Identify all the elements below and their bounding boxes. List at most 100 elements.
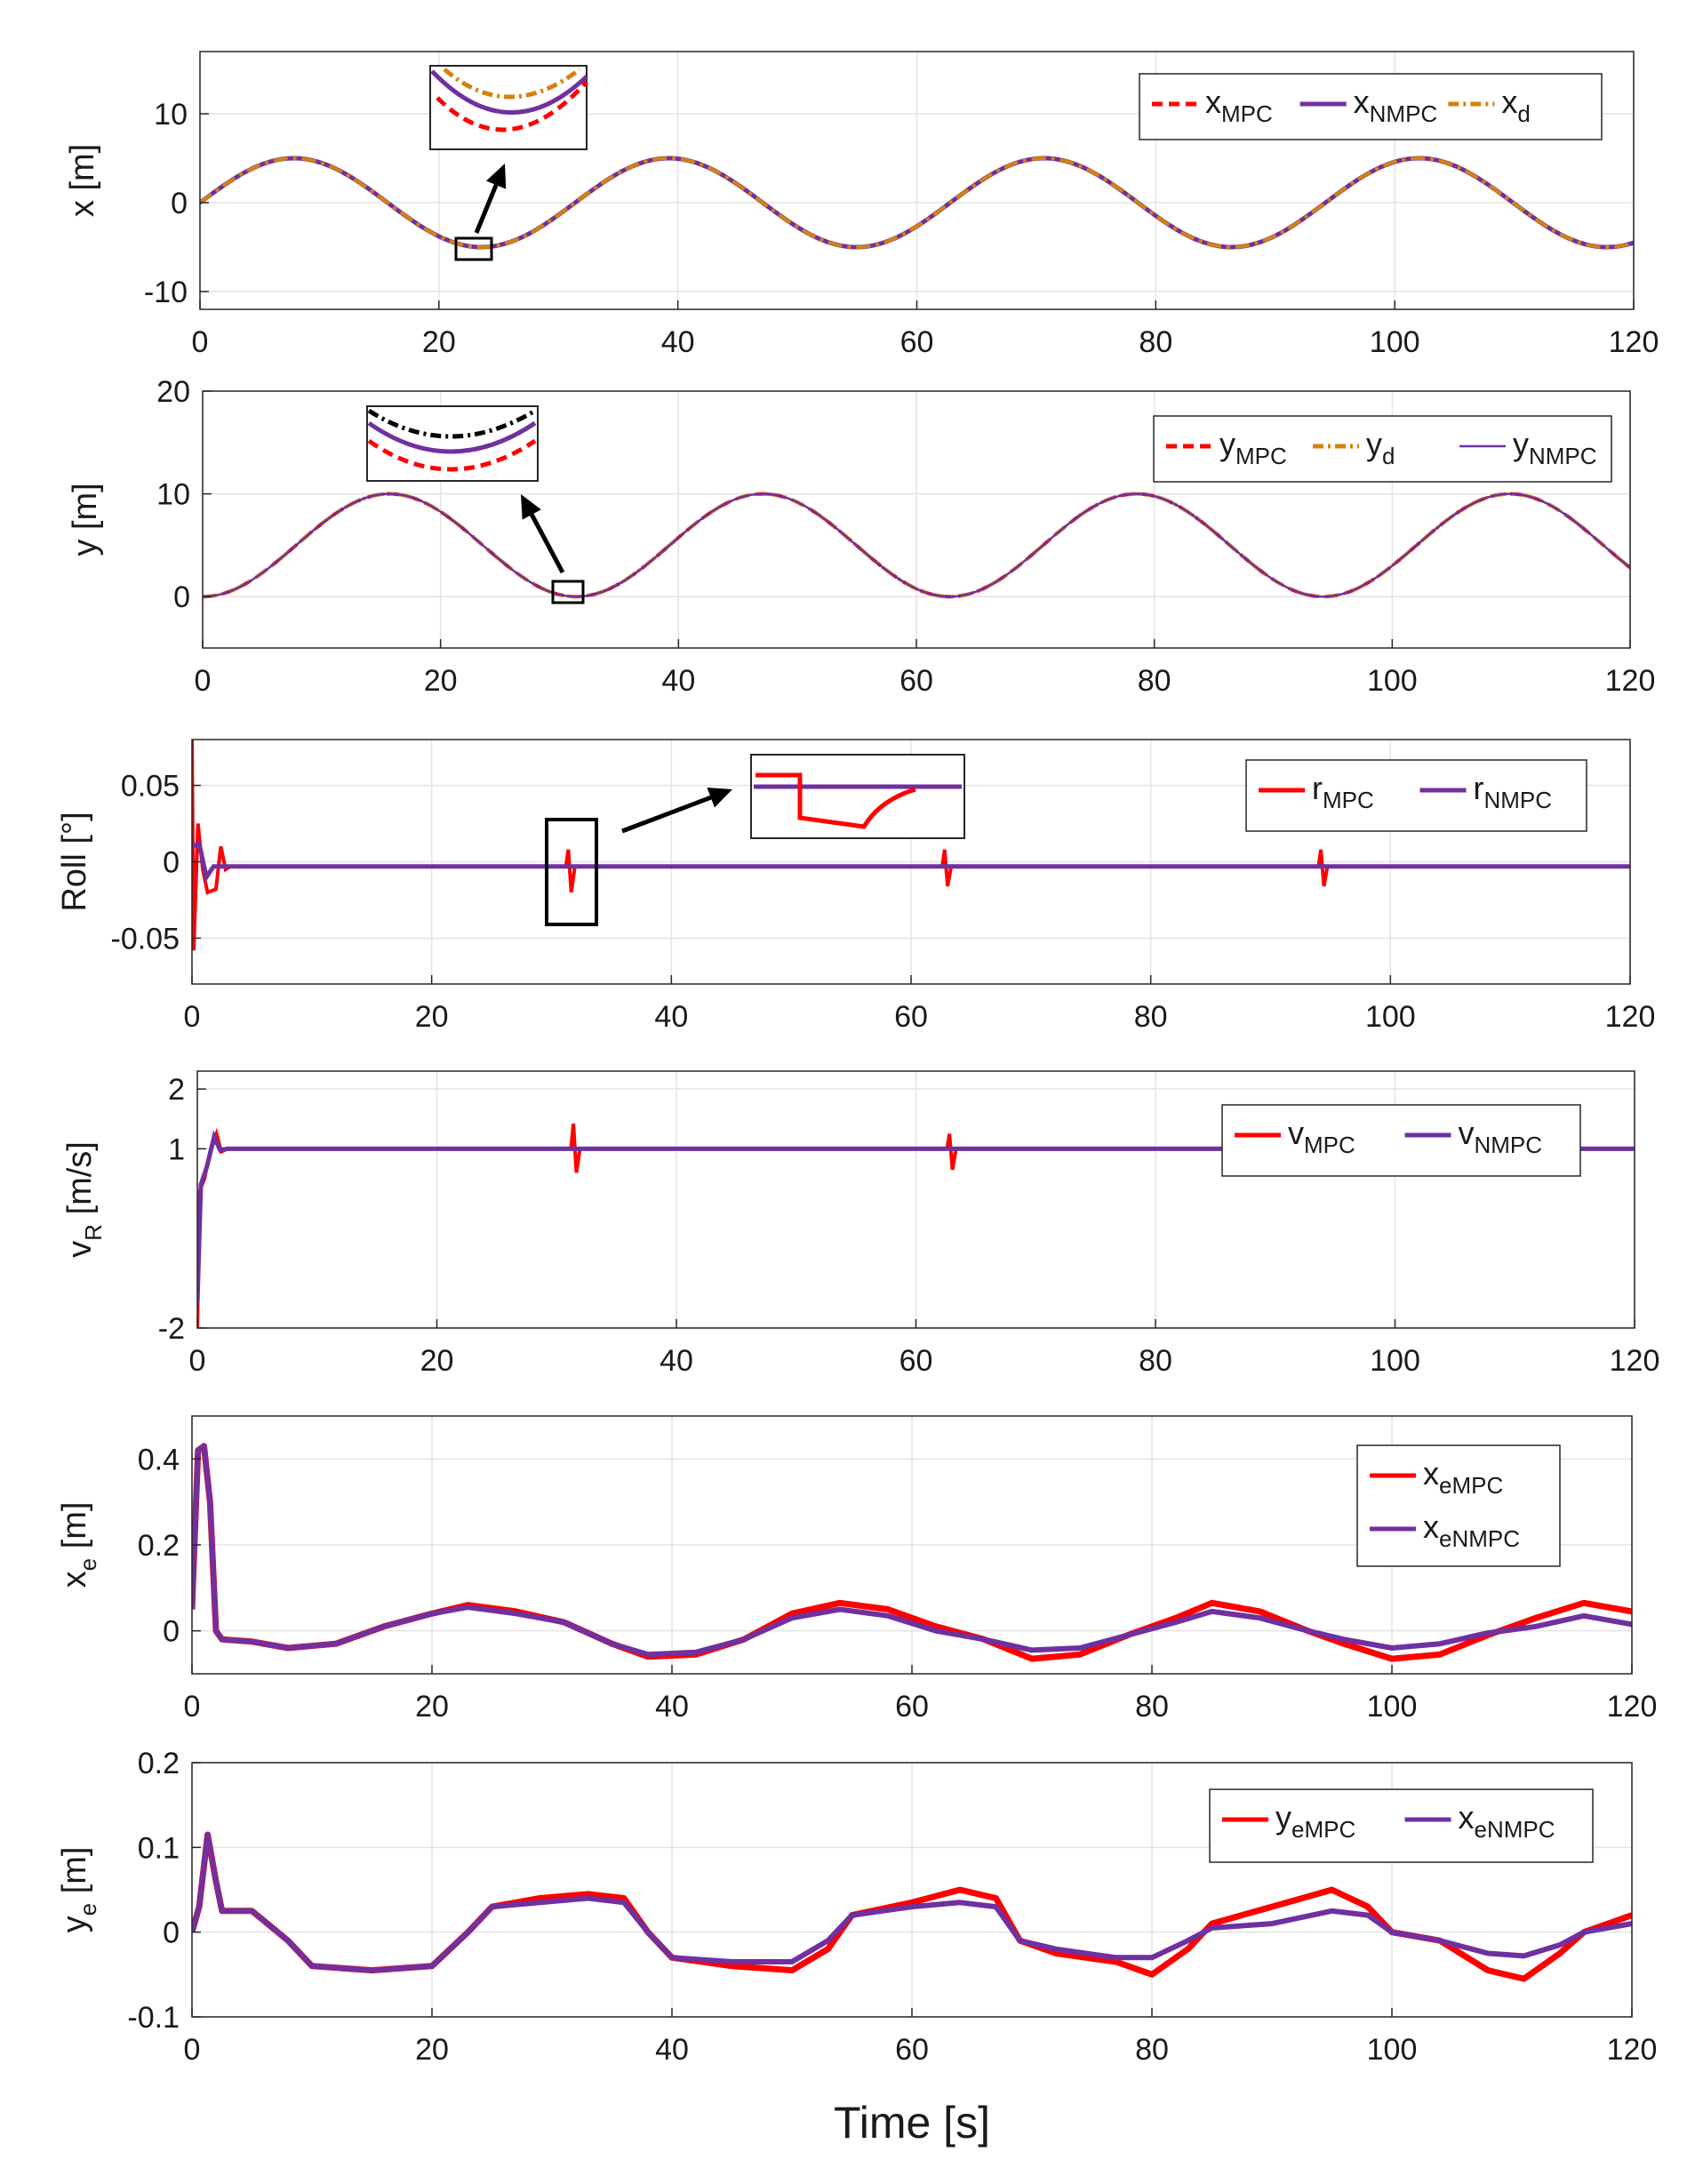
legend-box [1153, 415, 1612, 483]
x-tick-label: 20 [424, 664, 458, 698]
x-tick-label: 120 [1609, 325, 1659, 359]
y-tick-label: 0.2 [138, 1529, 180, 1563]
legend-box [1356, 1444, 1561, 1567]
legend-box [1221, 1104, 1581, 1177]
y-tick-label: 0 [163, 1916, 180, 1950]
y-tick-label: 0.05 [121, 770, 180, 804]
y-tick-label: 10 [156, 478, 190, 512]
x-tick-label: 120 [1605, 664, 1656, 698]
zoom-rect-y [551, 580, 585, 604]
inset-box [429, 65, 588, 150]
inset-box [366, 405, 539, 482]
x-tick-label: 40 [655, 1690, 689, 1724]
y-tick-label: 2 [168, 1073, 185, 1107]
legend-label: rNMPC [1474, 770, 1553, 813]
y-tick-label: 0 [173, 580, 190, 614]
y-tick-label: -2 [158, 1312, 185, 1346]
y-axis-label: xe [m] [56, 1502, 101, 1588]
x-tick-label: 80 [1135, 2033, 1169, 2067]
y-tick-label: -0.05 [111, 922, 180, 956]
series-nmpc [197, 1130, 1635, 1305]
legend-label: xd [1501, 84, 1530, 127]
x-tick-label: 100 [1367, 1690, 1418, 1724]
plot-area-x [200, 156, 1634, 250]
y-axis-label: ye [m] [56, 1847, 101, 1933]
inset-curve [756, 772, 916, 829]
arrow-x-head [486, 164, 507, 189]
x-tick-label: 80 [1139, 1344, 1172, 1378]
legend-xe: xeMPC xeNMPC [1356, 1444, 1561, 1567]
chart-roll: 0 20 40 60 80 100 120 0.05 0 -0.05 Roll [°] rMPC rNM… [56, 739, 1656, 1034]
legend-box [1209, 1788, 1594, 1863]
y-tick-label: -0.1 [127, 2001, 180, 2035]
y-tick-label: 0.4 [138, 1443, 180, 1476]
x-tick-label: 40 [661, 325, 695, 359]
legend-label: rMPC [1312, 770, 1374, 813]
inset-curve [367, 438, 537, 472]
x-tick-label: 20 [422, 325, 456, 359]
inset-curve [367, 420, 537, 454]
inset-curve [430, 69, 588, 116]
x-tick-label: 20 [415, 2033, 449, 2067]
x-tick-label: 100 [1367, 2033, 1418, 2067]
x-tick-label: 120 [1607, 1690, 1658, 1724]
x-tick-label: 80 [1139, 325, 1172, 359]
arrow-roll [621, 795, 712, 834]
x-tick-label: 100 [1365, 1000, 1416, 1034]
legend-ye: yeMPC xeNMPC [1209, 1788, 1594, 1863]
legend-box [1245, 759, 1587, 832]
inset-curve [443, 68, 581, 100]
arrow-x [474, 184, 499, 234]
legend-roll: rMPC rNMPC [1245, 759, 1587, 832]
plot-area-xe [192, 1443, 1632, 1662]
y-tick-label: 0 [163, 1615, 180, 1649]
y-tick-label: 1 [168, 1132, 185, 1166]
x-tick-label: 40 [655, 2033, 689, 2067]
series-x_eNMPC [192, 1443, 1632, 1658]
legend-label: xeNMPC [1423, 1508, 1520, 1552]
inset-x [429, 65, 588, 150]
x-tick-label: 40 [660, 1344, 693, 1378]
x-tick-label: 60 [895, 1690, 929, 1724]
legend-label: yd [1366, 426, 1395, 469]
x-tick-label: 60 [894, 1000, 928, 1034]
x-tick-label: 0 [184, 1690, 201, 1724]
chart-v: 0 20 40 60 80 100 120 2 1 -2 vR [m/s] vMPC vNMPC [61, 1070, 1659, 1378]
legend-v: vMPC vNMPC [1221, 1104, 1581, 1177]
x-tick-label: 60 [900, 325, 934, 359]
inset-roll [750, 754, 965, 839]
y-axis-label: y [m] [67, 483, 104, 556]
arrow-y-head [521, 494, 541, 520]
x-tick-label: 0 [184, 2033, 201, 2067]
y-axis-label: Roll [°] [56, 812, 93, 911]
x-tick-label: 40 [661, 664, 695, 698]
legend-y: yMPC yd yNMPC [1153, 415, 1612, 483]
x-tick-label: 80 [1138, 664, 1171, 698]
x-tick-label: 60 [899, 1344, 933, 1378]
x-tick-label: 100 [1370, 1344, 1420, 1378]
y-tick-label: 0.1 [138, 1831, 180, 1865]
legend-x: xMPC xNMPC xd [1139, 73, 1603, 140]
x-tick-label: 120 [1607, 2033, 1658, 2067]
x-tick-label: 120 [1605, 1000, 1656, 1034]
x-tick-label: 80 [1134, 1000, 1168, 1034]
x-tick-label: 100 [1367, 664, 1418, 698]
arrow-roll-head [707, 787, 732, 808]
y-tick-label: -10 [144, 276, 188, 309]
y-tick-label: 0 [171, 187, 188, 220]
inset-curve [436, 80, 588, 132]
y-axis-label: vR [m/s] [61, 1141, 107, 1258]
x-tick-label: 0 [189, 1344, 206, 1378]
legend-label: vMPC [1288, 1115, 1355, 1158]
x-tick-label: 0 [184, 1000, 201, 1034]
series-nmpc [192, 840, 1630, 883]
zoom-rect-roll [545, 818, 598, 926]
x-tick-label: 20 [420, 1344, 454, 1378]
y-tick-label: 20 [156, 375, 190, 409]
x-tick-label: 60 [895, 2033, 929, 2067]
zoom-rect-x [454, 236, 493, 261]
inset-y [366, 405, 539, 482]
legend-label: xeNMPC [1459, 1799, 1555, 1843]
